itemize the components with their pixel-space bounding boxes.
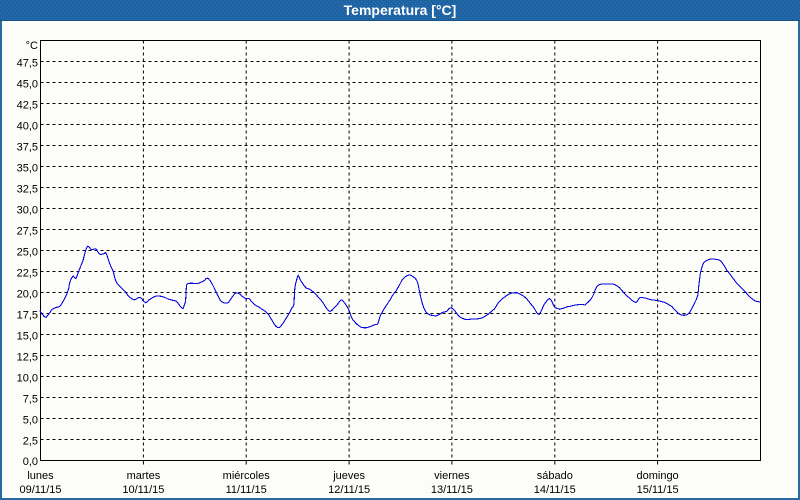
- svg-text:martes: martes: [127, 470, 161, 482]
- svg-text:sábado: sábado: [537, 470, 573, 482]
- svg-text:25,0: 25,0: [17, 247, 38, 259]
- svg-text:09/11/15: 09/11/15: [19, 484, 61, 496]
- svg-text:20,0: 20,0: [17, 289, 38, 301]
- svg-text:15/11/15: 15/11/15: [637, 484, 679, 496]
- svg-text:40,0: 40,0: [17, 121, 38, 133]
- svg-text:domingo: domingo: [636, 470, 678, 482]
- svg-text:10,0: 10,0: [17, 373, 38, 385]
- svg-text:lunes: lunes: [27, 470, 54, 482]
- svg-text:jueves: jueves: [332, 470, 365, 482]
- svg-text:32,5: 32,5: [17, 184, 38, 196]
- svg-text:0,0: 0,0: [23, 456, 38, 468]
- svg-text:12,5: 12,5: [17, 352, 38, 364]
- svg-text:5,0: 5,0: [23, 415, 38, 427]
- svg-text:11/11/15: 11/11/15: [226, 484, 267, 496]
- svg-text:15,0: 15,0: [17, 331, 38, 343]
- svg-text:7,5: 7,5: [23, 394, 38, 406]
- svg-text:35,0: 35,0: [17, 163, 38, 175]
- svg-text:37,5: 37,5: [17, 142, 38, 154]
- svg-text:42,5: 42,5: [17, 100, 38, 112]
- svg-text:30,0: 30,0: [17, 205, 38, 217]
- svg-text:17,5: 17,5: [17, 310, 38, 322]
- svg-text:10/11/15: 10/11/15: [122, 484, 164, 496]
- svg-text:viernes: viernes: [434, 470, 470, 482]
- svg-text:°C: °C: [26, 40, 38, 52]
- svg-text:12/11/15: 12/11/15: [328, 484, 370, 496]
- svg-text:14/11/15: 14/11/15: [534, 484, 576, 496]
- svg-text:27,5: 27,5: [17, 226, 38, 238]
- svg-text:22,5: 22,5: [17, 268, 38, 280]
- svg-text:2,5: 2,5: [23, 436, 38, 448]
- svg-text:13/11/15: 13/11/15: [431, 484, 473, 496]
- svg-text:47,5: 47,5: [17, 58, 38, 70]
- svg-text:miércoles: miércoles: [223, 470, 271, 482]
- svg-text:45,0: 45,0: [17, 79, 38, 91]
